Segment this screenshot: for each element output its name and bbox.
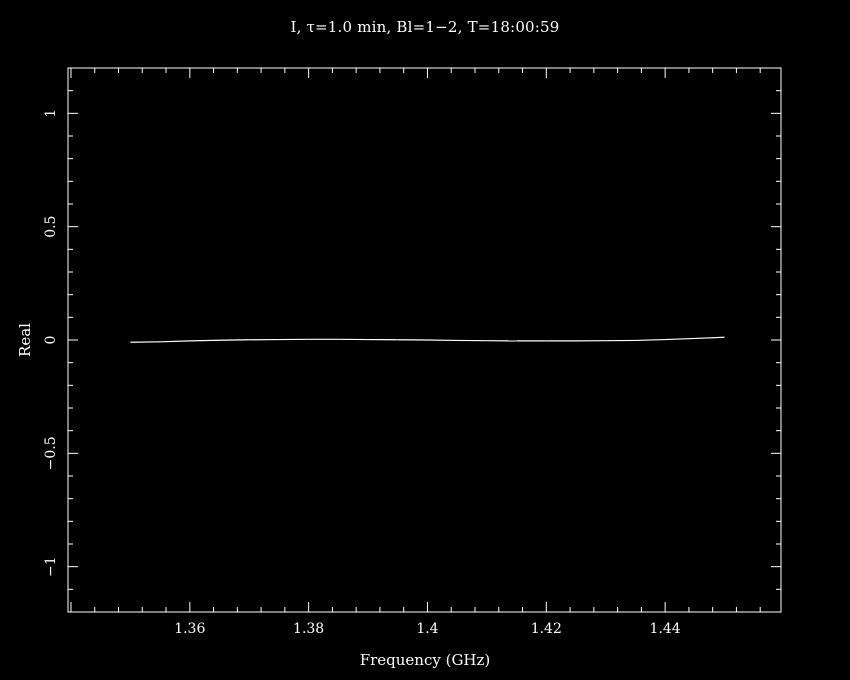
axis-tick-labels: 1.36 1.38 1.4 1.42 1.44 1 0.5 0 −0.5 −1 [43,109,681,637]
x-tick-label: 1.44 [650,621,681,637]
x-tick-label: 1.42 [531,621,562,637]
y-tick-label: −1 [43,556,59,577]
data-line-segment [665,337,695,341]
x-tick-label: 1.4 [416,621,438,637]
data-line-segment [160,340,190,343]
data-line-segment [635,338,666,342]
y-tick-label: 0 [43,336,59,345]
x-tick-label: 1.38 [293,621,324,637]
data-lines [130,336,725,343]
data-line-segment [189,339,220,342]
data-line-segment [694,336,725,340]
x-tick-label: 1.36 [174,621,205,637]
chart-title: I, τ=1.0 min, Bl=1−2, T=18:00:59 [290,18,560,36]
y-tick-label: 1 [43,109,59,118]
y-tick-label: 0.5 [43,216,59,238]
y-tick-label: −0.5 [43,436,59,470]
x-axis-label: Frequency (GHz) [359,651,491,669]
axis-ticks [68,67,781,613]
y-axis-label: Real [16,323,34,357]
